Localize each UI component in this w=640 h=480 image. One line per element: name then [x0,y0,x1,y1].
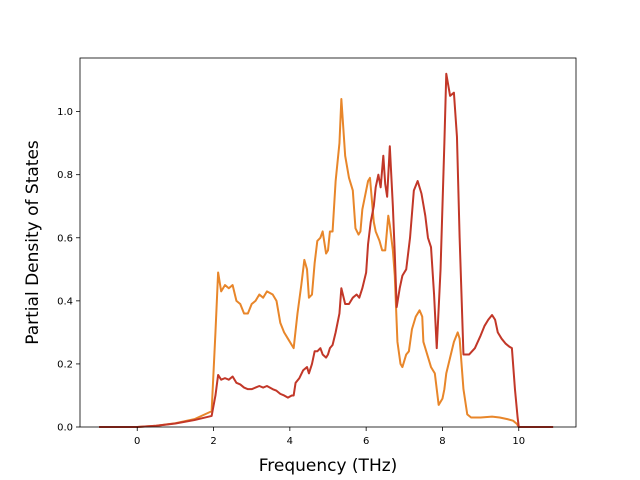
x-tick-label: 6 [363,436,369,447]
x-axis-ticks: 0 2 4 6 8 10 [134,427,525,447]
y-tick-label: 1.0 [57,107,73,118]
y-tick-label: 0.4 [57,296,73,307]
x-axis-label: Frequency (THz) [259,456,398,476]
x-tick-label: 2 [210,436,216,447]
series-layer [99,72,554,428]
x-tick-label: 4 [287,436,293,447]
axes-frame [79,57,577,428]
x-tick-label: 0 [134,436,140,447]
series-line-2 [99,72,554,428]
series-line-1 [99,98,554,428]
y-axis-ticks: 0.0 0.2 0.4 0.6 0.8 1.0 [57,107,80,434]
y-tick-label: 0.0 [57,423,73,434]
y-tick-label: 0.2 [57,359,73,370]
y-tick-label: 0.6 [57,233,73,244]
x-tick-label: 10 [512,436,525,447]
y-axis-label: Partial Density of States [23,140,43,345]
y-tick-label: 0.8 [57,170,73,181]
x-tick-label: 8 [439,436,445,447]
